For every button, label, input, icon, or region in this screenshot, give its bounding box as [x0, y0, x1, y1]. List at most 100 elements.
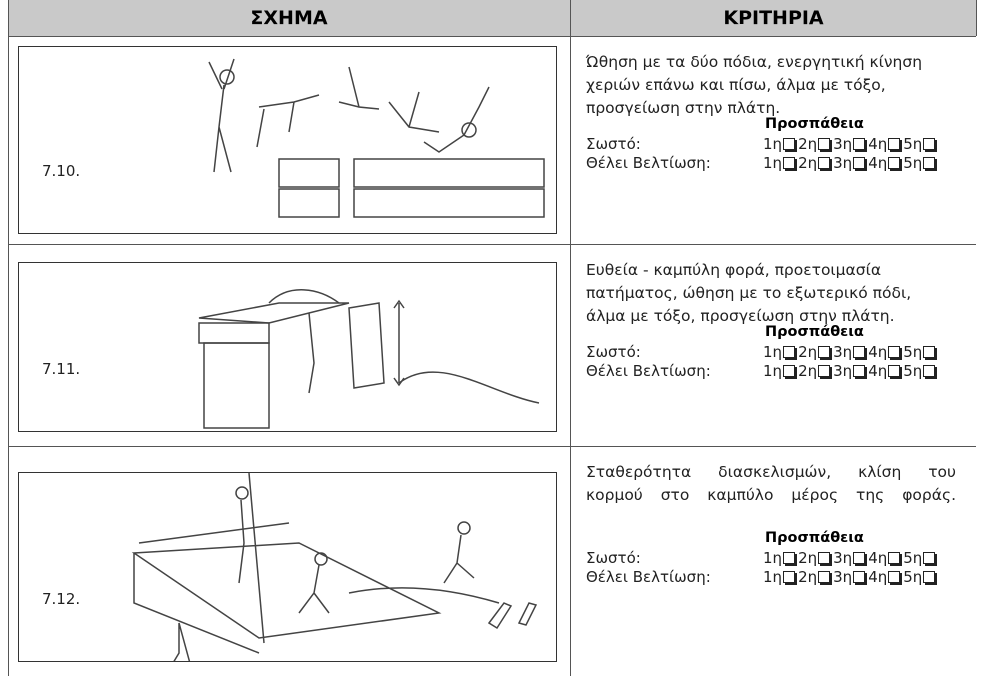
- criteria-line: άλμα με τόξο, προσγείωση στην πλάτη.: [586, 307, 895, 325]
- border: [976, 0, 977, 36]
- figure-box: [18, 262, 557, 432]
- criteria-line: Ευθεία - καμπύλη φορά, προετοιμασία: [586, 261, 882, 279]
- slot-label: 5η: [903, 549, 923, 567]
- checkbox: [783, 552, 796, 564]
- slot-label: 1η: [763, 549, 783, 567]
- slot-label: 4η: [868, 568, 888, 586]
- figure-box: [18, 472, 557, 676]
- checkbox: [923, 571, 936, 583]
- checkbox: [923, 157, 936, 169]
- slot-label: 5η: [903, 568, 923, 586]
- slot-label: 4η: [868, 549, 888, 567]
- row-label: Σωστό:: [586, 135, 641, 153]
- slot-label: 1η: [763, 154, 783, 172]
- row-label: Σωστό:: [586, 549, 641, 567]
- attempt-slots: 1η 2η 3η 4η 5η: [763, 343, 938, 361]
- checkbox: [853, 552, 866, 564]
- slot-label: 5η: [903, 343, 923, 361]
- slot-label: 4η: [868, 154, 888, 172]
- sketch: [198, 289, 540, 429]
- checkbox: [783, 571, 796, 583]
- checkbox: [818, 365, 831, 377]
- figure-box: [18, 46, 557, 234]
- attempts-label: Προσπάθεια: [765, 324, 864, 340]
- checkbox: [888, 571, 901, 583]
- slot-label: 1η: [763, 568, 783, 586]
- checkbox: [853, 365, 866, 377]
- row-label: Θέλει Βελτίωση:: [586, 568, 711, 586]
- slot-label: 5η: [903, 362, 923, 380]
- slot-label: 2η: [798, 154, 818, 172]
- slot-label: 2η: [798, 568, 818, 586]
- slot-label: 1η: [763, 135, 783, 153]
- row-divider: [8, 446, 976, 447]
- slot-label: 5η: [903, 154, 923, 172]
- checkbox: [818, 346, 831, 358]
- slot-label: 4η: [868, 362, 888, 380]
- checkbox: [783, 138, 796, 150]
- checkbox: [888, 346, 901, 358]
- criteria-line: πατήματος, ώθηση με το εξωτερικό πόδι,: [586, 284, 912, 302]
- sketch: [131, 472, 538, 676]
- slot-label: 5η: [903, 135, 923, 153]
- slot-label: 3η: [833, 568, 853, 586]
- checkbox: [783, 157, 796, 169]
- row-label: Σωστό:: [586, 343, 641, 361]
- checkbox: [853, 138, 866, 150]
- checkbox: [783, 365, 796, 377]
- slot-label: 3η: [833, 154, 853, 172]
- slot-label: 2η: [798, 135, 818, 153]
- criteria-line: Σταθερότητα διασκελισμών, κλίση του: [586, 463, 956, 481]
- criteria-line: κορμού στο καμπύλο μέρος της φοράς.: [586, 486, 956, 504]
- header-cell: ΣΧΗΜΑ: [8, 0, 570, 37]
- slot-label: 2η: [798, 343, 818, 361]
- figure-label: 7.10.: [42, 162, 81, 180]
- attempt-slots: 1η 2η 3η 4η 5η: [763, 568, 938, 586]
- slot-label: 3η: [833, 549, 853, 567]
- criteria-line: προσγείωση στην πλάτη.: [586, 99, 781, 117]
- checkbox: [783, 346, 796, 358]
- border: [8, 0, 9, 676]
- criteria-line: χεριών επάνω και πίσω, άλμα με τόξο,: [586, 76, 886, 94]
- slot-label: 1η: [763, 362, 783, 380]
- attempts-label: Προσπάθεια: [765, 530, 864, 546]
- row-label: Θέλει Βελτίωση:: [586, 154, 711, 172]
- checkbox: [818, 138, 831, 150]
- checkbox: [888, 138, 901, 150]
- row-label: Θέλει Βελτίωση:: [586, 362, 711, 380]
- checkbox: [923, 365, 936, 377]
- header-cell: ΚΡΙΤΗΡΙΑ: [571, 0, 976, 37]
- checkbox: [853, 157, 866, 169]
- attempt-slots: 1η 2η 3η 4η 5η: [763, 135, 938, 153]
- checkbox: [818, 552, 831, 564]
- attempt-slots: 1η 2η 3η 4η 5η: [763, 154, 938, 172]
- checkbox: [853, 346, 866, 358]
- slot-label: 2η: [798, 549, 818, 567]
- checkbox: [888, 552, 901, 564]
- slot-label: 4η: [868, 135, 888, 153]
- checkbox: [818, 571, 831, 583]
- criteria-line: Ώθηση με τα δύο πόδια, ενεργητική κίνηση: [586, 53, 923, 71]
- slot-label: 3η: [833, 343, 853, 361]
- slot-label: 4η: [868, 343, 888, 361]
- attempt-slots: 1η 2η 3η 4η 5η: [763, 362, 938, 380]
- slot-label: 3η: [833, 362, 853, 380]
- attempt-slots: 1η 2η 3η 4η 5η: [763, 549, 938, 567]
- checkbox: [923, 346, 936, 358]
- attempts-label: Προσπάθεια: [765, 116, 864, 132]
- checkbox: [888, 157, 901, 169]
- slot-label: 1η: [763, 343, 783, 361]
- checkbox: [853, 571, 866, 583]
- border: [570, 0, 571, 676]
- slot-label: 3η: [833, 135, 853, 153]
- checkbox: [923, 138, 936, 150]
- slot-label: 2η: [798, 362, 818, 380]
- figure-label: 7.11.: [42, 360, 81, 378]
- checkbox: [923, 552, 936, 564]
- checkbox: [818, 157, 831, 169]
- checkbox: [888, 365, 901, 377]
- sketch: [208, 58, 545, 218]
- figure-label: 7.12.: [42, 590, 81, 608]
- row-divider: [8, 244, 976, 245]
